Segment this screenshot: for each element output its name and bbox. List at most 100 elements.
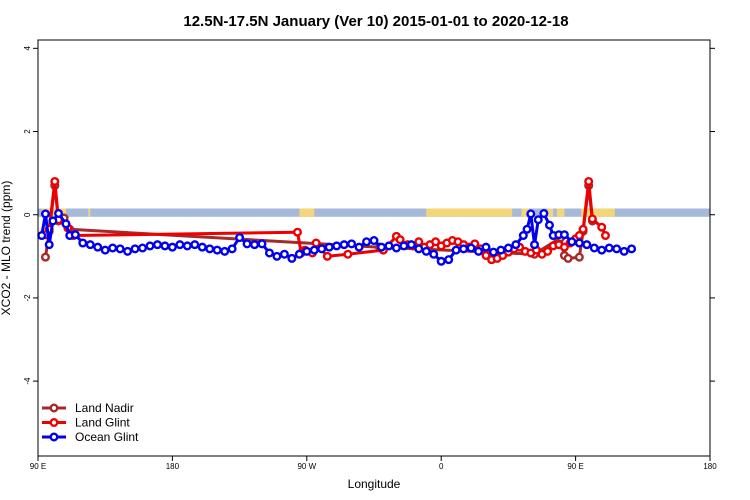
- series-layer: [37, 176, 637, 266]
- data-point-ocean-glint: [250, 240, 260, 250]
- data-point-ocean-glint: [205, 244, 215, 254]
- data-point-land-glint: [481, 250, 491, 260]
- data-point-land-glint: [395, 235, 405, 245]
- data-point-land-glint: [600, 231, 610, 241]
- data-point-ocean-glint: [429, 249, 439, 259]
- data-point-ocean-glint: [160, 241, 170, 251]
- data-point-ocean-glint: [257, 239, 267, 249]
- y-tick-label: 4: [23, 46, 32, 51]
- data-point-ocean-glint: [175, 240, 185, 250]
- data-point-ocean-glint: [604, 243, 614, 253]
- data-point-ocean-glint: [533, 215, 543, 225]
- data-point-land-glint: [431, 237, 441, 247]
- data-point-land-nadir: [574, 252, 584, 262]
- legend-item-ocean-glint: Ocean Glint: [42, 430, 139, 444]
- y-tick-label: 0: [23, 212, 32, 217]
- data-point-ocean-glint: [619, 246, 629, 256]
- data-point-ocean-glint: [70, 230, 80, 240]
- data-point-ocean-glint: [488, 247, 498, 257]
- x-tick-label: 0: [439, 462, 444, 471]
- data-point-ocean-glint: [332, 241, 342, 251]
- data-point-ocean-glint: [78, 238, 88, 248]
- legend-swatch-marker: [49, 418, 59, 428]
- legend-item-land-nadir: Land Nadir: [42, 401, 134, 415]
- land-segment: [88, 208, 91, 217]
- data-point-ocean-glint: [369, 236, 379, 246]
- data-point-land-glint: [587, 214, 597, 224]
- land-segment: [426, 208, 513, 217]
- data-point-land-glint: [311, 238, 321, 248]
- data-point-ocean-glint: [574, 238, 584, 248]
- data-point-ocean-glint: [474, 246, 484, 256]
- data-point-ocean-glint: [421, 246, 431, 256]
- x-axis: 90 E 180 90 W 0 90 E 180: [30, 456, 717, 471]
- legend-label: Land Glint: [75, 416, 130, 430]
- x-axis-label: Longitude: [348, 477, 401, 491]
- data-point-land-glint: [343, 249, 353, 259]
- plot-frame: [37, 39, 711, 457]
- land-segment: [521, 208, 529, 217]
- data-point-ocean-glint: [54, 208, 64, 218]
- data-point-ocean-glint: [362, 237, 372, 247]
- data-point-ocean-glint: [37, 231, 47, 241]
- data-point-ocean-glint: [582, 240, 592, 250]
- legend-swatch-marker: [49, 403, 59, 413]
- data-point-ocean-glint: [354, 242, 364, 252]
- data-point-ocean-glint: [451, 245, 461, 255]
- data-point-ocean-glint: [414, 244, 424, 254]
- data-point-ocean-glint: [190, 240, 200, 250]
- data-point-ocean-glint: [279, 249, 289, 259]
- data-point-ocean-glint: [384, 241, 394, 251]
- data-point-ocean-glint: [589, 243, 599, 253]
- x-tick-label: 90 W: [297, 462, 316, 471]
- data-point-ocean-glint: [406, 240, 416, 250]
- data-point-ocean-glint: [436, 256, 446, 266]
- y-tick-label: 2: [23, 129, 32, 134]
- data-point-ocean-glint: [597, 245, 607, 255]
- data-point-ocean-glint: [235, 233, 245, 243]
- data-point-ocean-glint: [197, 242, 207, 252]
- data-point-ocean-glint: [152, 240, 162, 250]
- data-point-ocean-glint: [272, 251, 282, 261]
- data-point-ocean-glint: [220, 246, 230, 256]
- data-point-ocean-glint: [444, 255, 454, 265]
- data-point-ocean-glint: [627, 244, 637, 254]
- data-point-land-glint: [414, 237, 424, 247]
- data-point-ocean-glint: [61, 219, 71, 229]
- data-point-ocean-glint: [294, 249, 304, 259]
- data-point-ocean-glint: [567, 237, 577, 247]
- data-point-ocean-glint: [93, 242, 103, 252]
- data-point-land-nadir: [40, 252, 50, 262]
- land-segment: [581, 208, 615, 217]
- data-point-ocean-glint: [391, 243, 401, 253]
- data-point-ocean-glint: [496, 245, 506, 255]
- data-point-ocean-glint: [302, 246, 312, 256]
- data-point-ocean-glint: [544, 220, 554, 230]
- x-tick-label: 90 E: [567, 462, 583, 471]
- data-point-land-glint: [559, 242, 569, 252]
- data-point-ocean-glint: [138, 243, 148, 253]
- data-point-ocean-glint: [347, 239, 357, 249]
- data-point-ocean-glint: [466, 243, 476, 253]
- data-point-land-glint: [543, 246, 553, 256]
- land-ocean-strip: [38, 208, 710, 217]
- data-point-ocean-glint: [100, 245, 110, 255]
- land-segment: [547, 208, 554, 217]
- data-point-ocean-glint: [339, 240, 349, 250]
- data-point-ocean-glint: [182, 241, 192, 251]
- data-point-ocean-glint: [227, 244, 237, 254]
- data-point-ocean-glint: [167, 242, 177, 252]
- data-point-ocean-glint: [511, 240, 521, 250]
- data-point-ocean-glint: [145, 241, 155, 251]
- data-point-ocean-glint: [85, 240, 95, 250]
- legend-label: Ocean Glint: [75, 430, 139, 444]
- data-point-ocean-glint: [317, 244, 327, 254]
- data-point-ocean-glint: [48, 216, 58, 226]
- data-point-land-glint: [50, 176, 60, 186]
- x-tick-label: 90 E: [30, 462, 46, 471]
- data-point-land-glint: [292, 227, 302, 237]
- ocean-band: [38, 208, 710, 217]
- data-point-ocean-glint: [123, 246, 133, 256]
